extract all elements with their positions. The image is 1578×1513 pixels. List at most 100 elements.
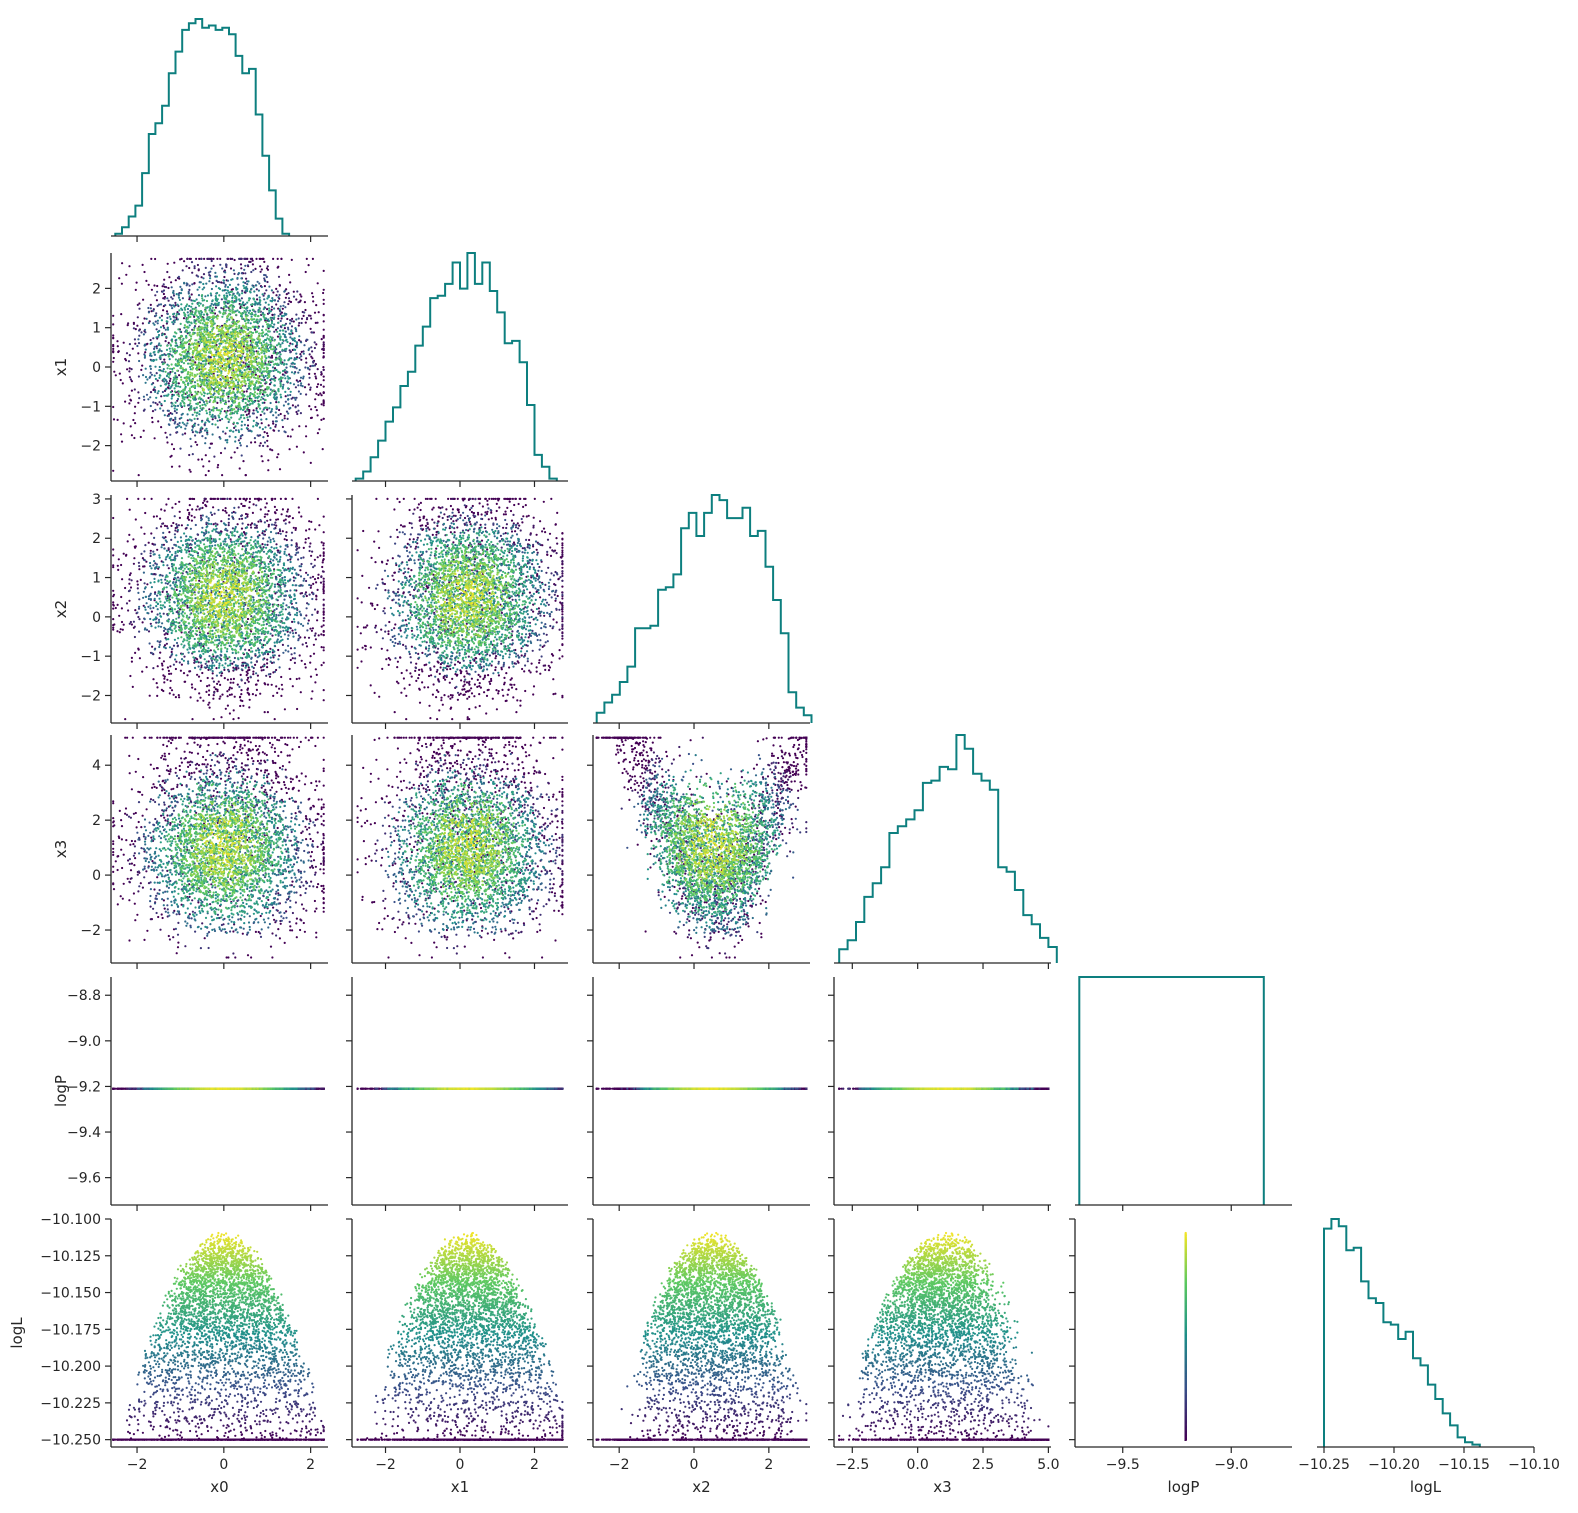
scatter-point (323, 404, 325, 406)
scatter-point (316, 386, 318, 388)
scatter-point (205, 454, 207, 456)
scatter-point (137, 402, 139, 404)
scatter-point (290, 435, 292, 437)
scatter-point (266, 267, 268, 269)
scatter-point (263, 261, 265, 263)
scatter-point (221, 474, 223, 476)
scatter-point (133, 323, 135, 325)
scatter-point (142, 264, 144, 266)
scatter-point (152, 337, 154, 339)
scatter-point (308, 383, 310, 385)
scatter-point (310, 328, 312, 330)
scatter-point (284, 415, 286, 417)
scatter-point (178, 465, 180, 467)
scatter-point (154, 437, 156, 439)
scatter-point (267, 435, 269, 437)
scatter-point (323, 341, 325, 343)
scatter-point (276, 456, 278, 458)
scatter-point (277, 336, 279, 338)
scatter-point (212, 418, 214, 420)
scatter-point (301, 318, 303, 320)
scatter-point (267, 445, 269, 447)
scatter-point (267, 265, 269, 267)
scatter-point (195, 258, 197, 260)
scatter-point (189, 469, 191, 471)
scatter-point (145, 280, 147, 282)
scatter-point (208, 408, 210, 410)
scatter-point (134, 388, 136, 390)
scatter-point (250, 261, 252, 263)
scatter-point (169, 380, 171, 382)
scatter-point (285, 395, 287, 397)
scatter-point (322, 348, 324, 350)
scatter-point (162, 325, 164, 327)
scatter-point (300, 295, 302, 297)
scatter-point (247, 424, 249, 426)
scatter-point (119, 373, 121, 375)
scatter-point (291, 259, 293, 261)
scatter-point (137, 391, 139, 393)
scatter-point (172, 419, 174, 421)
scatter-point (317, 282, 319, 284)
scatter-point (188, 454, 190, 456)
scatter-point (312, 300, 314, 302)
scatter-point (306, 258, 308, 260)
scatter-point (137, 316, 139, 318)
scatter-point (134, 412, 136, 414)
scatter-point (323, 329, 325, 331)
scatter-point (203, 273, 205, 275)
scatter-point (125, 274, 127, 276)
scatter-point (213, 456, 215, 458)
scatter-point (233, 273, 235, 275)
scatter-point (277, 266, 279, 268)
scatter-point (131, 434, 133, 436)
scatter-point (285, 297, 287, 299)
scatter-point (230, 267, 232, 269)
scatter-point (291, 429, 293, 431)
scatter-point (219, 258, 221, 260)
scatter-point (198, 268, 200, 270)
scatter-point (173, 294, 175, 296)
scatter-point (309, 353, 311, 355)
scatter-point (320, 384, 322, 386)
scatter-point (304, 301, 306, 303)
scatter-point (150, 258, 152, 260)
scatter-point (212, 282, 214, 284)
scatter-point (117, 419, 119, 421)
scatter-point (318, 311, 320, 313)
scatter-point (259, 265, 261, 267)
scatter-point (315, 393, 317, 395)
scatter-point (223, 276, 225, 278)
scatter-point (246, 258, 248, 260)
scatter-point (163, 279, 165, 281)
scatter-point (295, 298, 297, 300)
scatter-point (284, 327, 286, 329)
scatter-point (266, 440, 268, 442)
scatter-point (163, 359, 165, 361)
scatter-point (120, 313, 122, 315)
scatter-point (254, 268, 256, 270)
scatter-point (112, 350, 114, 352)
scatter-point (314, 398, 316, 400)
scatter-point (298, 322, 300, 324)
scatter-point (135, 328, 137, 330)
scatter-point (163, 293, 165, 295)
scatter-point (266, 409, 268, 411)
scatter-point (217, 464, 219, 466)
scatter-point (131, 390, 133, 392)
scatter-point (308, 405, 310, 407)
scatter-point (173, 262, 175, 264)
scatter-point (273, 430, 275, 432)
scatter-point (173, 448, 175, 450)
scatter-point (148, 284, 150, 286)
scatter-point (166, 436, 168, 438)
scatter-point (178, 382, 180, 384)
scatter-point (298, 425, 300, 427)
scatter-point (317, 432, 319, 434)
scatter-point (116, 340, 118, 342)
scatter-point (305, 393, 307, 395)
scatter-point (132, 348, 134, 350)
scatter-point (287, 435, 289, 437)
scatter-point (240, 263, 242, 265)
scatter-point (290, 301, 292, 303)
